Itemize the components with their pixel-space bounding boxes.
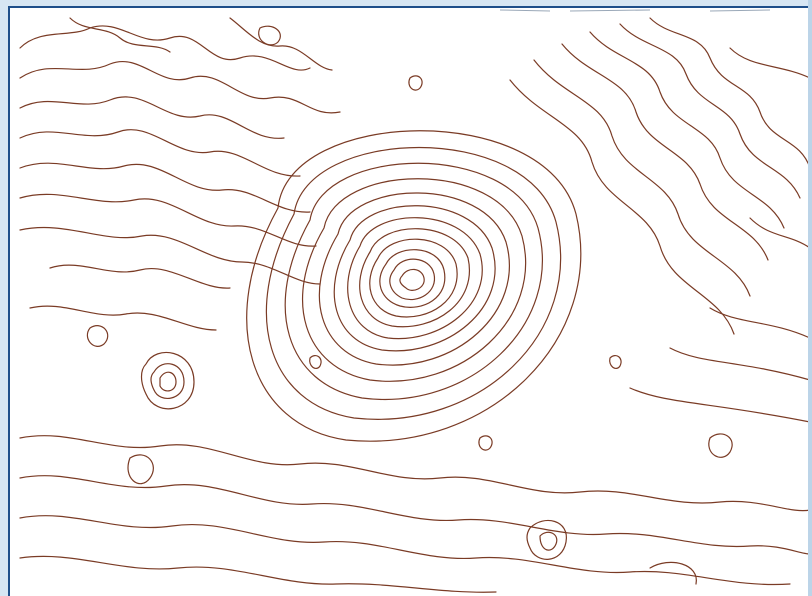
scattered-contour-fragments (86, 25, 733, 458)
south-terrain-contours (19, 435, 811, 593)
summit-contours (246, 130, 582, 442)
east-ridge-contours (509, 17, 811, 423)
secondary-hill-contours (140, 351, 195, 410)
northwest-ridge-contours (19, 17, 341, 331)
contour-map-svg (19, 9, 811, 593)
window-right-edge (808, 0, 812, 596)
contour-map-canvas[interactable] (8, 6, 812, 596)
top-edge-marks (499, 9, 771, 12)
